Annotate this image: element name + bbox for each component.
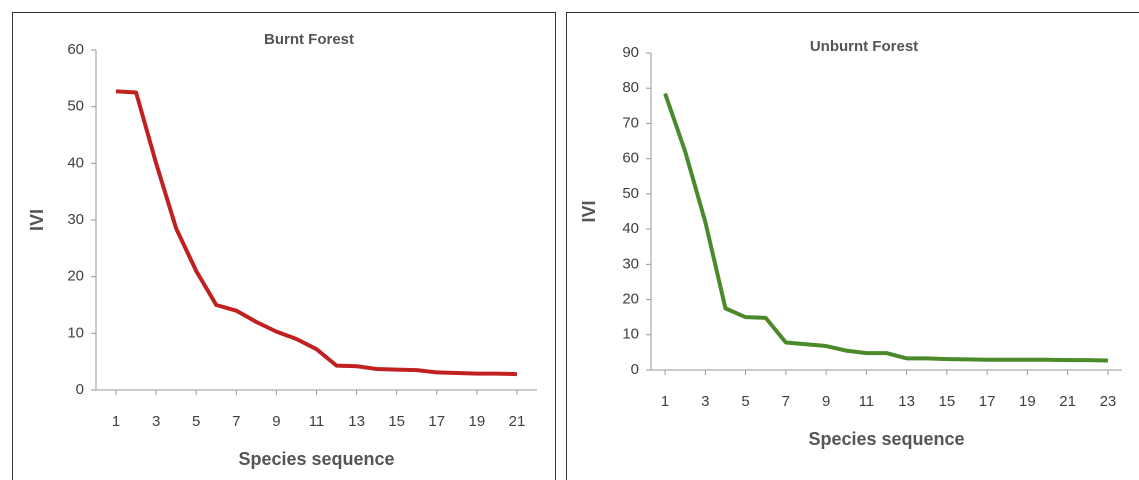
x-tick-label: 13 (898, 393, 915, 410)
x-tick-label: 5 (192, 413, 200, 430)
data-line (663, 92, 1108, 363)
chart-title: Unburnt Forest (810, 38, 918, 55)
y-tick-label: 20 (67, 268, 84, 285)
x-tick-label: 7 (782, 393, 790, 410)
y-tick-label: 0 (76, 381, 84, 398)
x-tick-label: 19 (469, 413, 486, 430)
x-tick-label: 5 (741, 393, 749, 410)
panel-border (566, 12, 1139, 480)
x-tick-label: 17 (979, 393, 996, 410)
y-axis-title: IVI (27, 209, 47, 231)
y-tick-label: 50 (622, 185, 639, 202)
x-tick-label: 13 (348, 413, 365, 430)
x-tick-label: 15 (939, 393, 956, 410)
x-tick-label: 3 (152, 413, 160, 430)
x-tick-label: 11 (309, 413, 325, 430)
x-tick-label: 11 (859, 393, 875, 410)
data-line (115, 89, 518, 377)
x-tick-label: 21 (1059, 393, 1076, 410)
y-tick-label: 30 (622, 255, 639, 272)
y-tick-label: 0 (631, 361, 639, 378)
chart-title: Burnt Forest (264, 31, 354, 48)
y-tick-label: 80 (622, 79, 639, 96)
x-tick-label: 17 (428, 413, 445, 430)
y-tick-label: 10 (67, 324, 84, 341)
x-tick-label: 1 (661, 393, 669, 410)
x-axis-title: Species sequence (808, 429, 964, 449)
y-tick-label: 50 (67, 98, 84, 115)
y-tick-label: 60 (67, 41, 84, 58)
y-tick-label: 30 (67, 211, 84, 228)
x-tick-label: 19 (1019, 393, 1036, 410)
x-tick-label: 15 (388, 413, 405, 430)
y-tick-label: 60 (622, 150, 639, 167)
y-tick-label: 90 (622, 44, 639, 61)
y-tick-label: 40 (67, 154, 84, 171)
x-tick-label: 1 (112, 413, 120, 430)
y-tick-label: 70 (622, 114, 639, 131)
x-tick-label: 9 (822, 393, 830, 410)
x-tick-label: 21 (509, 413, 526, 430)
y-axis-title: IVI (579, 200, 599, 222)
y-tick-label: 40 (622, 220, 639, 237)
y-tick-label: 20 (622, 291, 639, 308)
x-tick-label: 9 (272, 413, 280, 430)
panel-border (12, 12, 556, 480)
x-axis-title: Species sequence (238, 449, 394, 469)
x-tick-label: 7 (232, 413, 240, 430)
y-tick-label: 10 (622, 326, 639, 343)
x-tick-label: 23 (1100, 393, 1117, 410)
x-tick-label: 3 (701, 393, 709, 410)
